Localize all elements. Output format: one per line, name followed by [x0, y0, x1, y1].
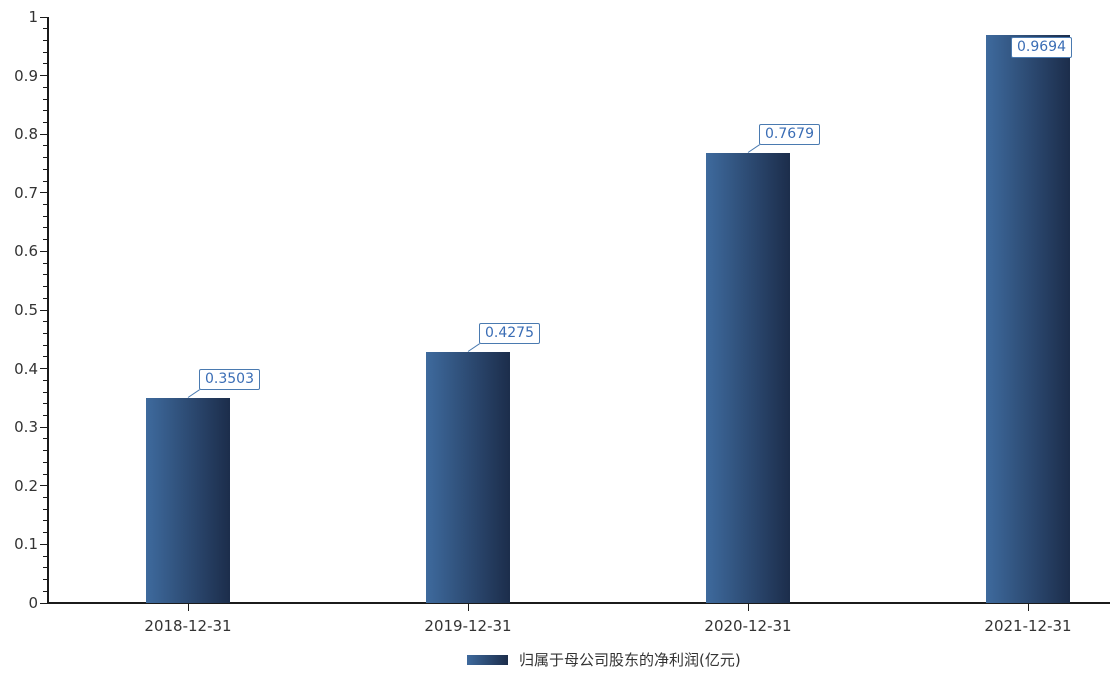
y-minor-tick: [43, 473, 48, 475]
y-minor-tick: [43, 461, 48, 463]
y-minor-tick: [43, 28, 48, 30]
bar[interactable]: [986, 34, 1070, 603]
y-minor-tick: [43, 379, 48, 381]
value-callout-line: [467, 343, 480, 353]
y-axis-tick-label: 0.6: [14, 242, 38, 261]
legend[interactable]: 归属于母公司股东的净利润(亿元): [467, 650, 741, 670]
x-axis-tick: [1027, 604, 1029, 611]
y-minor-tick: [43, 567, 48, 569]
y-axis-tick-label: 0.9: [14, 66, 38, 85]
value-callout-line: [187, 388, 200, 398]
y-minor-tick: [43, 180, 48, 182]
y-minor-tick: [43, 110, 48, 112]
y-major-tick: [40, 75, 48, 77]
y-minor-tick: [43, 121, 48, 123]
bar[interactable]: [146, 397, 230, 603]
legend-swatch-icon: [467, 655, 508, 665]
y-major-tick: [40, 485, 48, 487]
y-minor-tick: [43, 157, 48, 159]
x-axis-tick: [747, 604, 749, 611]
y-minor-tick: [43, 168, 48, 170]
y-axis-tick-label: 0.2: [14, 476, 38, 495]
y-minor-tick: [43, 39, 48, 41]
y-major-tick: [40, 16, 48, 18]
value-label: 0.9694: [1011, 36, 1072, 58]
x-axis-line: [47, 602, 1110, 604]
y-major-tick: [40, 309, 48, 311]
y-minor-tick: [43, 450, 48, 452]
y-minor-tick: [43, 286, 48, 288]
x-axis-category-label: 2020-12-31: [704, 617, 792, 635]
y-minor-tick: [43, 332, 48, 334]
y-minor-tick: [43, 391, 48, 393]
y-minor-tick: [43, 403, 48, 405]
y-minor-tick: [43, 438, 48, 440]
y-axis-line: [47, 17, 49, 603]
y-major-tick: [40, 543, 48, 545]
y-minor-tick: [43, 356, 48, 358]
y-minor-tick: [43, 520, 48, 522]
x-axis-tick: [467, 604, 469, 611]
y-axis-tick-label: 1: [28, 8, 38, 26]
y-major-tick: [40, 426, 48, 428]
y-axis-tick-label: 0.3: [14, 418, 38, 437]
y-axis-tick-label: 0.5: [14, 301, 38, 319]
y-minor-tick: [43, 579, 48, 581]
y-minor-tick: [43, 215, 48, 217]
y-minor-tick: [43, 414, 48, 416]
y-minor-tick: [43, 204, 48, 206]
y-minor-tick: [43, 344, 48, 346]
y-minor-tick: [43, 321, 48, 323]
y-minor-tick: [43, 86, 48, 88]
value-label: 0.7679: [759, 124, 820, 145]
y-minor-tick: [43, 274, 48, 276]
y-major-tick: [40, 250, 48, 252]
value-label: 0.3503: [199, 368, 260, 390]
y-axis-tick-label: 0.4: [14, 359, 38, 378]
value-callout-line: [747, 144, 760, 153]
y-minor-tick: [43, 497, 48, 499]
y-axis-tick-label: 0.7: [14, 183, 38, 202]
y-major-tick: [40, 192, 48, 194]
y-minor-tick: [43, 590, 48, 592]
bar[interactable]: [706, 153, 790, 603]
y-minor-tick: [43, 239, 48, 241]
x-axis-category-label: 2018-12-31: [144, 617, 232, 635]
y-axis-tick-label: 0.8: [14, 125, 38, 144]
y-major-tick: [40, 368, 48, 370]
x-axis-category-label: 2019-12-31: [424, 617, 512, 635]
x-axis-tick: [187, 604, 189, 611]
y-minor-tick: [43, 262, 48, 264]
bar[interactable]: [426, 352, 510, 603]
y-minor-tick: [43, 51, 48, 53]
y-major-tick: [40, 133, 48, 135]
y-axis-tick-label: 0: [28, 594, 38, 612]
y-minor-tick: [43, 145, 48, 147]
y-minor-tick: [43, 555, 48, 557]
y-minor-tick: [43, 63, 48, 65]
y-minor-tick: [43, 508, 48, 510]
y-minor-tick: [43, 98, 48, 100]
value-label: 0.4275: [479, 323, 540, 345]
y-major-tick: [40, 602, 48, 604]
y-minor-tick: [43, 532, 48, 534]
y-minor-tick: [43, 297, 48, 299]
x-axis-category-label: 2021-12-31: [984, 617, 1072, 635]
y-minor-tick: [43, 227, 48, 229]
y-axis-tick-label: 0.1: [14, 535, 38, 554]
legend-label: 归属于母公司股东的净利润(亿元): [519, 651, 741, 669]
